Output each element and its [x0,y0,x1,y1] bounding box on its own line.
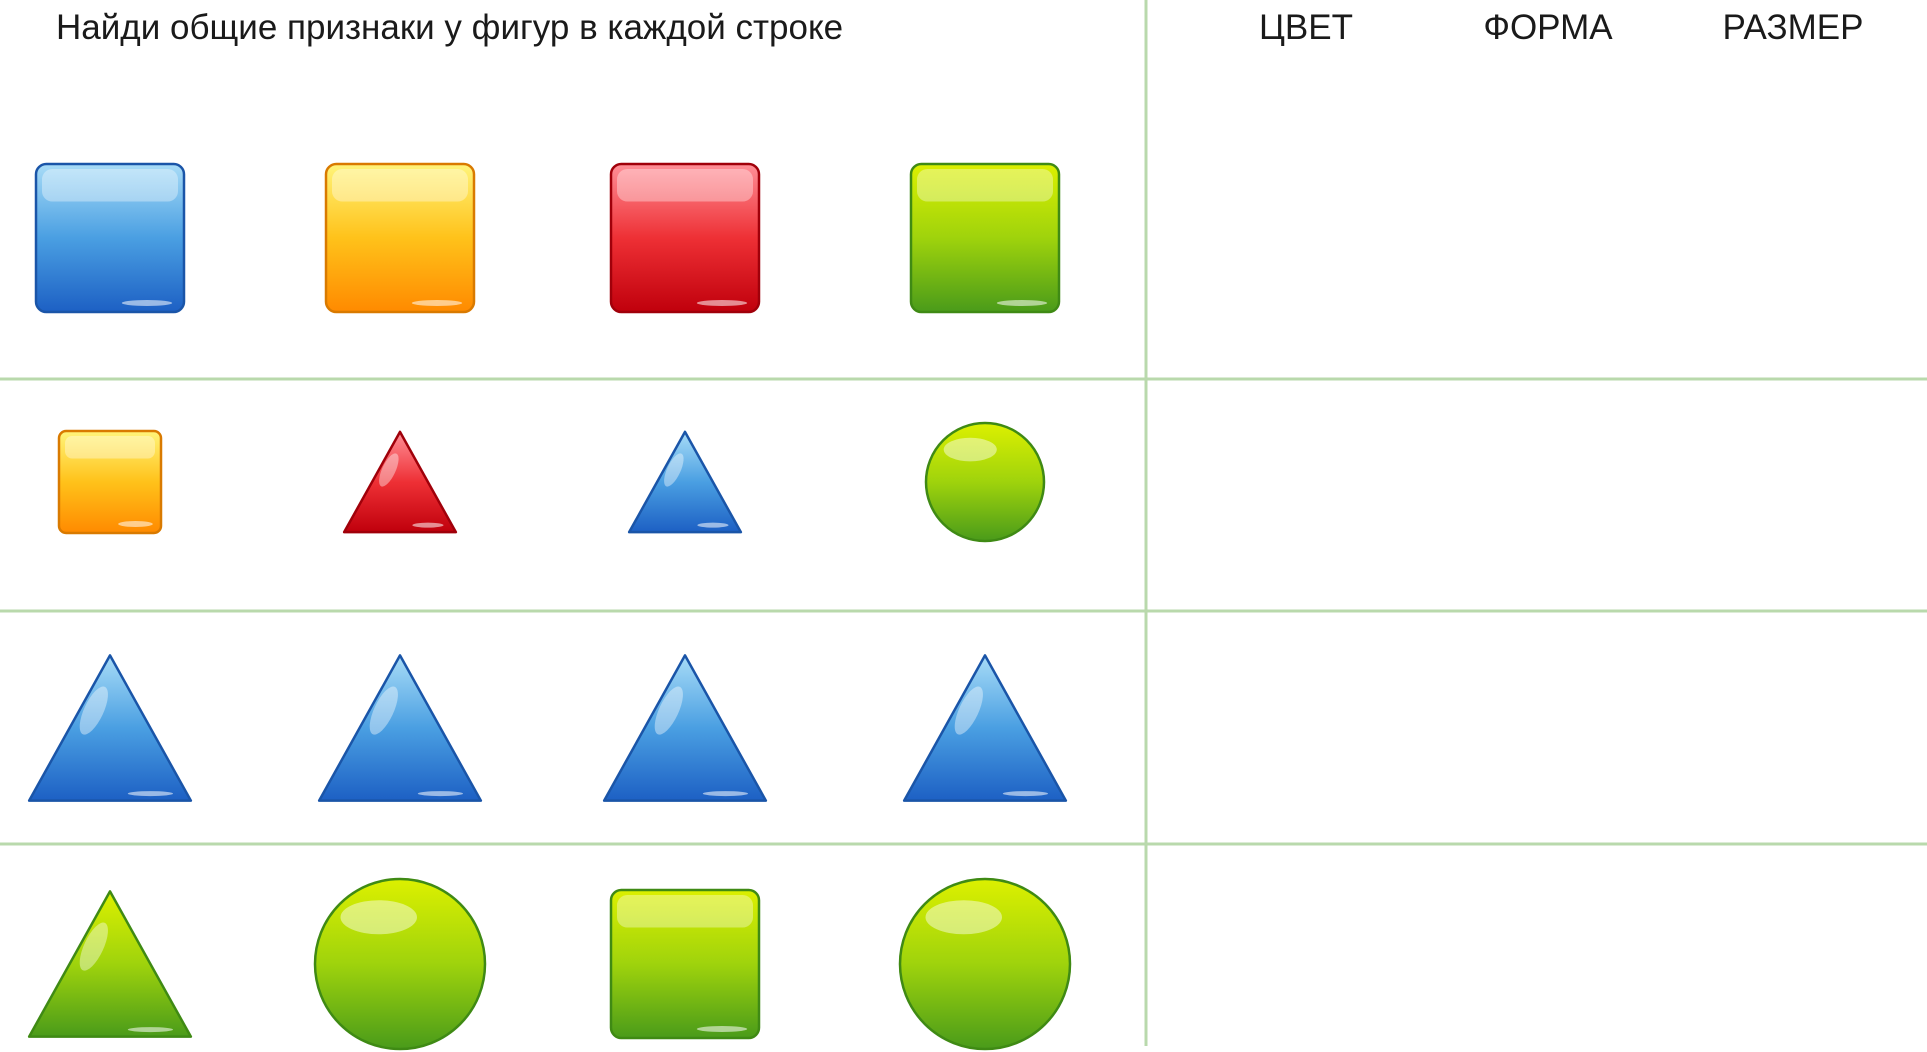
blue-square-large [34,162,186,314]
green-square-large [909,162,1061,314]
yellow-square-large [324,162,476,314]
green-triangle-large [27,890,193,1038]
blue-triangle-large [602,654,768,802]
blue-triangle-large [317,654,483,802]
red-triangle-small [342,430,458,534]
figures-area [27,162,1072,1051]
green-circle-small [924,421,1046,543]
blue-triangle-small [627,430,743,534]
green-circle-large [898,877,1072,1051]
yellow-square-small [57,429,163,535]
red-square-large [609,162,761,314]
blue-triangle-large [27,654,193,802]
instruction-title: Найди общие признаки у фигур в каждой ст… [56,8,844,47]
blue-triangle-large [902,654,1068,802]
green-square-large [609,888,761,1040]
green-circle-large [313,877,487,1051]
column-header-shape: ФОРМА [1483,8,1613,47]
column-header-color: ЦВЕТ [1259,8,1353,47]
column-header-size: РАЗМЕР [1722,8,1864,47]
